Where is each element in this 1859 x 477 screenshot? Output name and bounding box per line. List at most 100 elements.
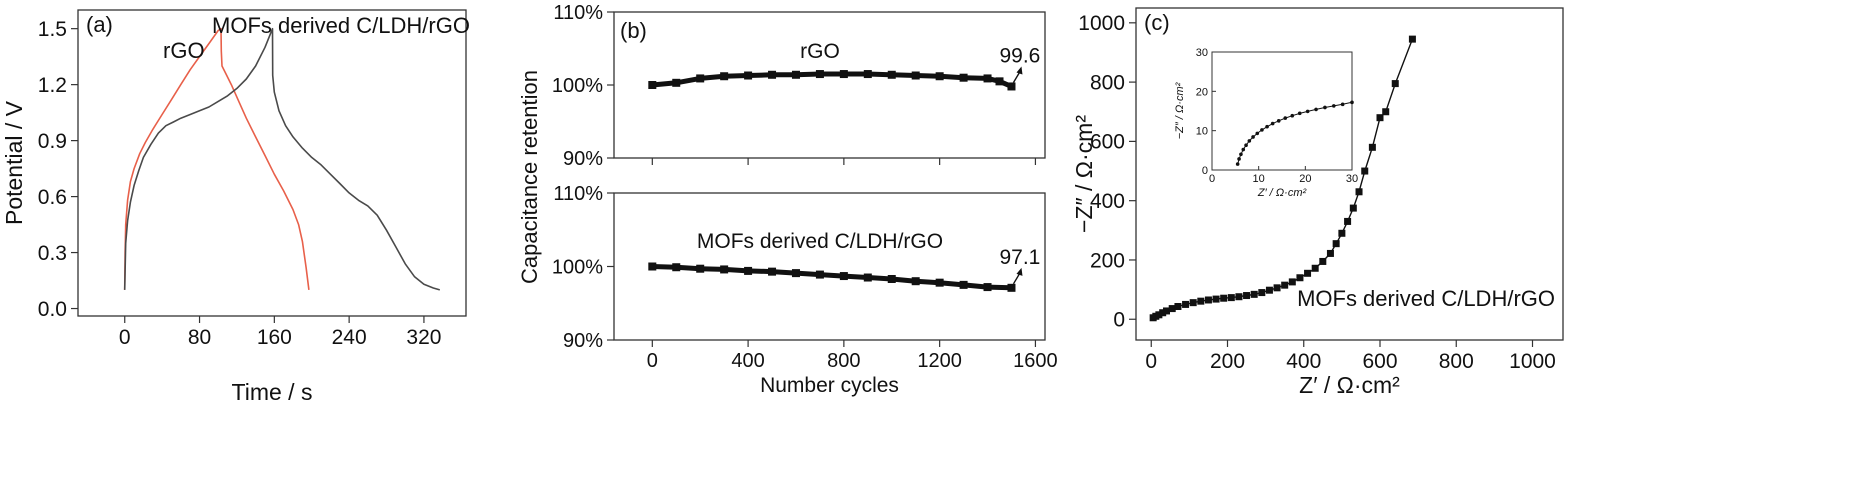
series-annotation-mofs: MOFs derived C/LDH/rGO xyxy=(212,13,470,38)
nyquist-marker xyxy=(1368,143,1376,151)
series-line-mofs-c-ldh-rgo xyxy=(123,27,441,291)
y-tick-label: 0.9 xyxy=(38,130,67,153)
nyquist-marker xyxy=(1220,294,1228,302)
y-tick-label: 1.5 xyxy=(38,18,67,41)
x-tick-label: 160 xyxy=(257,326,292,349)
retention-marker xyxy=(839,70,848,79)
inset-frame xyxy=(1211,51,1353,171)
y-tick-label: 90% xyxy=(563,148,603,170)
retention-marker xyxy=(959,73,968,82)
retention-marker xyxy=(768,70,777,79)
inset-x-tick-label: 30 xyxy=(1346,173,1358,185)
nyquist-marker xyxy=(1159,309,1167,317)
retention-marker xyxy=(959,280,968,289)
x-tick-label: 1000 xyxy=(1509,350,1556,373)
nyquist-marker xyxy=(1258,289,1266,297)
nyquist-marker xyxy=(1189,299,1197,307)
retention-marker xyxy=(720,265,729,274)
nyquist-marker xyxy=(1182,300,1190,308)
inset-x-tick-label: 20 xyxy=(1299,173,1311,185)
retention-marker xyxy=(672,78,681,87)
retention-line-rgo xyxy=(652,71,1013,89)
retention-marker xyxy=(995,77,1004,86)
x-tick-label: 0 xyxy=(647,350,658,372)
retention-marker xyxy=(863,70,872,79)
inset-marker xyxy=(1314,107,1318,112)
inset-marker xyxy=(1323,105,1327,110)
nyquist-marker xyxy=(1311,264,1319,272)
panel-label: (c) xyxy=(1144,10,1170,35)
retention-marker xyxy=(983,283,992,292)
retention-marker xyxy=(1007,283,1016,292)
y-axis-label: −Z″ / Ω·cm² xyxy=(1071,115,1097,233)
inset-x-tick-label: 10 xyxy=(1253,173,1265,185)
nyquist-marker xyxy=(1332,240,1340,248)
inset-marker xyxy=(1260,128,1264,132)
retention-marker xyxy=(648,262,657,271)
nyquist-marker xyxy=(1155,311,1163,319)
arrow-head-icon xyxy=(1016,267,1023,276)
x-tick-label: 800 xyxy=(827,350,860,372)
inset-y-tick-label: 10 xyxy=(1196,126,1208,138)
retention-marker xyxy=(720,72,729,81)
inset-marker xyxy=(1332,104,1336,108)
retention-marker xyxy=(839,272,848,281)
inset-y-tick-label: 0 xyxy=(1202,165,1208,177)
nyquist-marker xyxy=(1349,204,1357,212)
nyquist-marker xyxy=(1212,295,1220,303)
retention-marker xyxy=(935,72,944,81)
nyquist-marker xyxy=(1326,249,1334,257)
y-tick-label: 0.0 xyxy=(38,298,67,321)
nyquist-marker xyxy=(1235,293,1243,301)
y-axis-label: Potential / V xyxy=(1,100,27,225)
x-tick-label: 0 xyxy=(119,326,131,349)
inset-marker xyxy=(1237,157,1241,161)
inset-y-axis-label: −Z″ / Ω·cm² xyxy=(1174,82,1186,139)
retention-marker xyxy=(983,74,992,83)
inset-marker xyxy=(1283,116,1288,120)
retention-marker xyxy=(791,70,800,79)
inset-marker xyxy=(1235,162,1240,166)
retention-marker xyxy=(911,277,920,286)
nyquist-marker xyxy=(1355,188,1363,196)
retention-marker xyxy=(696,264,705,273)
retention-marker xyxy=(672,263,681,272)
x-tick-label: 240 xyxy=(332,326,367,349)
inset-x-tick-label: 0 xyxy=(1209,173,1215,185)
nyquist-marker xyxy=(1204,296,1212,304)
inset-marker xyxy=(1241,147,1246,152)
x-tick-label: 800 xyxy=(1439,350,1474,373)
nyquist-marker xyxy=(1174,303,1182,311)
end-value-label: 97.1 xyxy=(999,246,1040,269)
nyquist-marker xyxy=(1197,297,1205,305)
retention-marker xyxy=(935,278,944,287)
inset-marker xyxy=(1276,119,1281,123)
nyquist-marker xyxy=(1338,229,1346,237)
inset-x-axis-label: Z′ / Ω·cm² xyxy=(1257,187,1307,199)
x-tick-label: 0 xyxy=(1145,350,1157,373)
panel-label: (a) xyxy=(86,12,113,37)
y-tick-label: 400 xyxy=(1090,190,1125,213)
nyquist-marker xyxy=(1361,167,1369,175)
inset-marker xyxy=(1297,111,1302,116)
retention-marker xyxy=(887,274,896,283)
nyquist-marker xyxy=(1288,278,1296,286)
nyquist-marker xyxy=(1344,217,1352,225)
x-axis-label: Time / s xyxy=(232,379,313,405)
retention-marker xyxy=(911,71,920,80)
inset-marker xyxy=(1244,143,1248,148)
panel-label: (b) xyxy=(620,18,647,43)
y-tick-label: 200 xyxy=(1090,249,1125,272)
y-tick-label: 110% xyxy=(553,183,603,205)
inset-marker xyxy=(1247,139,1252,143)
y-tick-label: 1.2 xyxy=(38,74,67,97)
arrow-icon xyxy=(1012,273,1021,285)
retention-marker xyxy=(648,81,657,89)
y-tick-label: 600 xyxy=(1090,131,1125,154)
nyquist-marker xyxy=(1376,114,1384,122)
retention-marker xyxy=(1007,82,1016,91)
arrow-icon xyxy=(1012,72,1021,83)
y-tick-label: 0.3 xyxy=(38,242,67,265)
y-axis-label: Capacitance retention xyxy=(517,70,542,284)
